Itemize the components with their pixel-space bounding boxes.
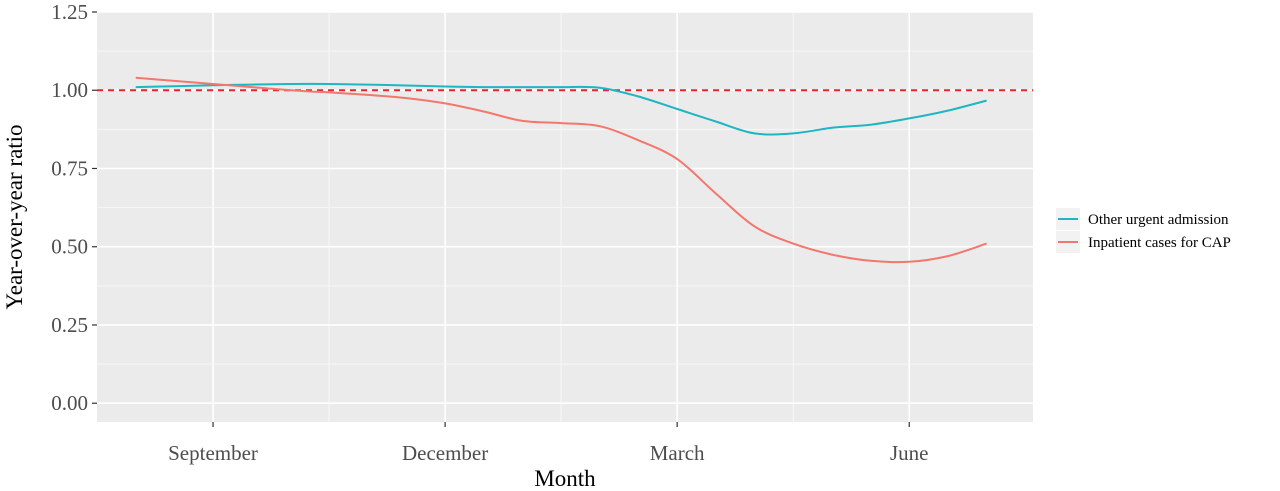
x-tick-label: December	[402, 441, 488, 465]
y-axis-title: Year-over-year ratio	[2, 124, 27, 309]
x-tick-label: June	[890, 441, 929, 465]
series-group	[135, 76, 987, 264]
y-tick-label: 1.00	[51, 78, 88, 102]
x-axis-title: Month	[534, 466, 596, 491]
legend-label: Inpatient cases for CAP	[1088, 235, 1231, 251]
y-tick-label: 0.00	[51, 391, 88, 415]
x-tick-label: March	[650, 441, 705, 465]
y-tick-label: 1.25	[51, 0, 88, 24]
legend-label: Other urgent admission	[1088, 212, 1229, 228]
y-tick-label: 0.50	[51, 235, 88, 259]
y-tick-label: 0.75	[51, 156, 88, 180]
axes: 0.00 0.25 0.50 0.75 1.00 1.25 September Decembe…	[51, 0, 928, 465]
legend: Other urgent admission Inpatient cases fo…	[1056, 208, 1231, 253]
series-line-1	[135, 76, 987, 264]
x-tick-label: September	[168, 441, 258, 465]
series-line-0	[135, 82, 987, 136]
plot-panel	[97, 12, 1033, 422]
y-tick-label: 0.25	[51, 313, 88, 337]
